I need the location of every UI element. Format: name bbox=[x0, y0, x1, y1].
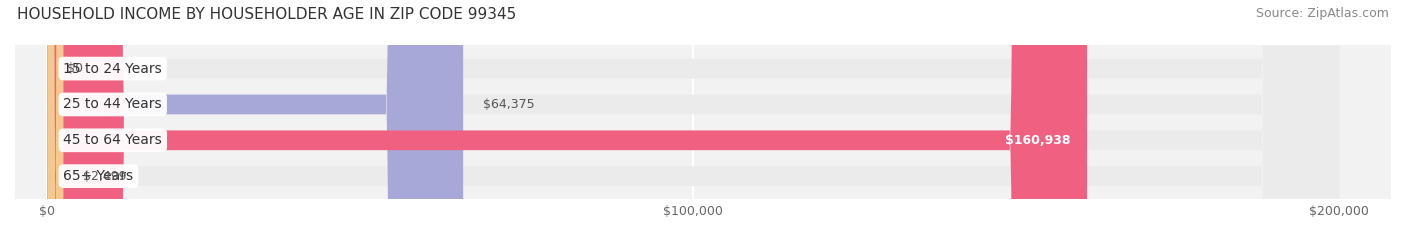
FancyBboxPatch shape bbox=[48, 0, 63, 233]
FancyBboxPatch shape bbox=[48, 0, 1340, 233]
Text: HOUSEHOLD INCOME BY HOUSEHOLDER AGE IN ZIP CODE 99345: HOUSEHOLD INCOME BY HOUSEHOLDER AGE IN Z… bbox=[17, 7, 516, 22]
FancyBboxPatch shape bbox=[48, 0, 1087, 233]
FancyBboxPatch shape bbox=[48, 0, 1340, 233]
Text: 65+ Years: 65+ Years bbox=[63, 169, 134, 183]
Text: $2,499: $2,499 bbox=[83, 170, 127, 183]
Text: $0: $0 bbox=[66, 62, 83, 75]
FancyBboxPatch shape bbox=[48, 0, 463, 233]
Text: 45 to 64 Years: 45 to 64 Years bbox=[63, 133, 162, 147]
Text: 25 to 44 Years: 25 to 44 Years bbox=[63, 97, 162, 111]
Text: $160,938: $160,938 bbox=[1005, 134, 1071, 147]
FancyBboxPatch shape bbox=[48, 0, 1340, 233]
FancyBboxPatch shape bbox=[48, 0, 1340, 233]
Text: Source: ZipAtlas.com: Source: ZipAtlas.com bbox=[1256, 7, 1389, 20]
Text: $64,375: $64,375 bbox=[482, 98, 534, 111]
Text: 15 to 24 Years: 15 to 24 Years bbox=[63, 62, 162, 75]
